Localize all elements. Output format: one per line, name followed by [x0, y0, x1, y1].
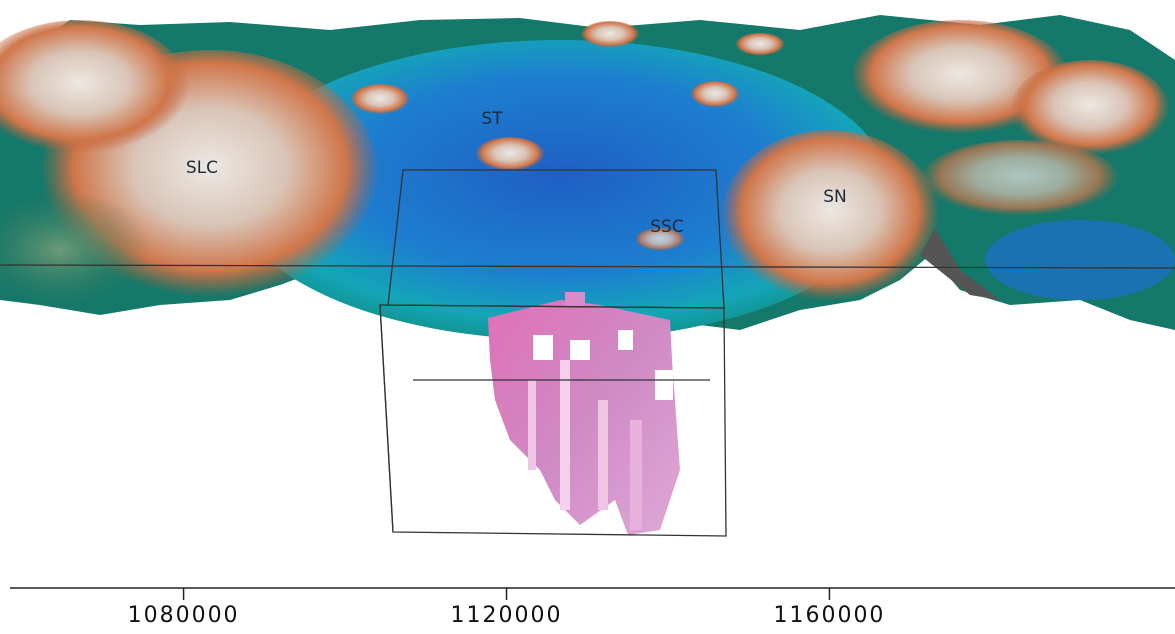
terrain-view: SLC ST SSC SN 1080000 1120000 1160000 [0, 0, 1175, 634]
x-tick-label: 1120000 [451, 603, 563, 628]
region-label: SN [823, 187, 847, 207]
x-tick-label: 1160000 [773, 603, 885, 628]
lowland [985, 220, 1175, 300]
peak [580, 21, 640, 49]
peak [735, 33, 785, 57]
range [920, 140, 1120, 220]
volume-body [488, 292, 680, 535]
region-label: SSC [650, 217, 683, 237]
region-label: ST [481, 109, 503, 129]
x-tick-label: 1080000 [128, 603, 240, 628]
region-label: SLC [186, 158, 218, 178]
range [720, 130, 940, 310]
peak [350, 84, 410, 116]
peak [690, 81, 740, 109]
peak [475, 137, 545, 173]
